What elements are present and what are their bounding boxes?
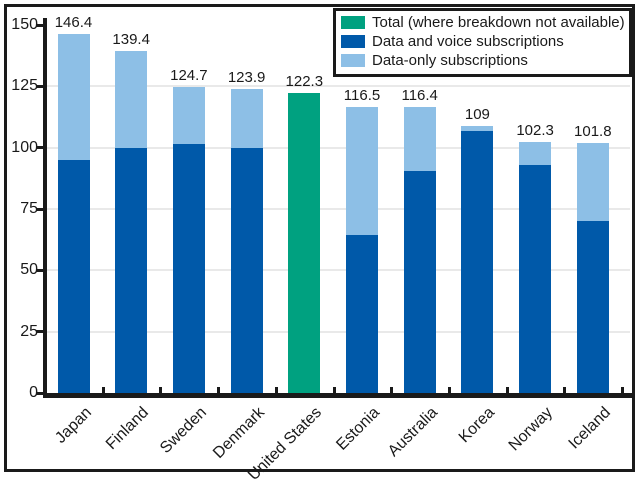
bar-finland-data-voice [115,147,148,393]
y-tick-125 [36,84,44,88]
y-tick-0 [36,391,44,395]
x-axis-line [43,393,634,398]
bar-denmark-data-only [230,89,263,148]
gridline-25 [47,330,630,333]
bar-iceland-data-voice [576,221,609,393]
bar-japan-data-only [57,33,90,160]
x-tick-3 [217,387,221,394]
y-tick-label-0: 0 [29,384,38,401]
bar-denmark-data-voice [230,147,263,393]
value-label-australia: 116.4 [401,87,438,105]
x-tick-0 [44,387,47,394]
x-tick-10 [621,387,624,394]
bar-sweden-data-voice [172,144,205,393]
legend-color-chip-data-only-icon [341,54,365,67]
value-label-iceland: 101.8 [574,123,612,141]
value-label-estonia: 116.5 [343,87,381,105]
gridline-75 [47,208,630,210]
legend: Total (where breakdown not available) Da… [333,8,632,77]
y-tick-100 [36,146,44,150]
x-tick-5 [332,387,336,394]
legend-color-chip-total-icon [341,16,365,29]
y-axis-line [43,18,47,398]
legend-label-data-voice: Data and voice subscriptions [372,33,564,50]
bar-japan-data-voice [57,159,90,393]
x-tick-8 [505,387,509,394]
bar-iceland-data-only [576,143,609,222]
bar-estonia-data-voice [346,234,378,393]
value-label-united-states: 122.3 [285,72,324,90]
bar-korea-data-voice [461,130,494,393]
y-tick-25 [36,330,44,334]
x-tick-7 [447,387,451,394]
bar-australia-data-only [403,107,436,171]
bar-estonia-data-only [346,107,378,235]
value-label-denmark: 123.9 [227,69,266,87]
value-label-norway: 102.3 [516,122,554,140]
y-tick-label-100: 100 [11,138,38,156]
y-tick-label-75: 75 [20,200,38,217]
y-tick-50 [36,268,44,272]
legend-label-data-only: Data-only subscriptions [372,52,528,69]
legend-color-chip-data-voice-icon [341,35,365,48]
value-label-korea: 109 [464,105,490,123]
bar-norway-data-only [519,142,552,165]
bar-finland-data-only [115,51,148,148]
legend-item-total: Total (where breakdown not available) [341,13,625,32]
y-tick-label-150: 150 [11,16,38,33]
bar-united-states-total [288,92,321,393]
gridline-125 [47,85,630,88]
y-tick-150 [36,23,44,27]
y-tick-75 [36,207,44,211]
x-tick-1 [101,387,105,394]
value-label-japan: 146.4 [54,13,93,31]
bar-norway-data-voice [519,164,552,393]
value-label-sweden: 124.7 [170,67,208,85]
x-tick-9 [563,387,567,394]
legend-item-data-only: Data-only subscriptions [341,51,624,70]
x-tick-6 [390,387,394,394]
bar-sweden-data-only [172,87,205,144]
x-tick-2 [159,387,163,394]
value-label-finland: 139.4 [112,31,150,49]
legend-item-data-voice: Data and voice subscriptions [341,32,624,51]
y-tick-label-25: 25 [20,322,38,340]
bar-australia-data-voice [403,170,436,393]
legend-label-total: Total (where breakdown not available) [372,14,625,31]
bar-korea-data-only [461,125,494,131]
y-tick-label-125: 125 [11,77,38,95]
plot-area: 146.4 139.4 124.7 123.9 122.3 116.5 116.4 109 10… [47,14,632,393]
gridline-50 [47,269,630,272]
gridline-100 [47,146,630,149]
y-tick-label-50: 50 [20,261,38,279]
x-tick-4 [274,387,278,394]
